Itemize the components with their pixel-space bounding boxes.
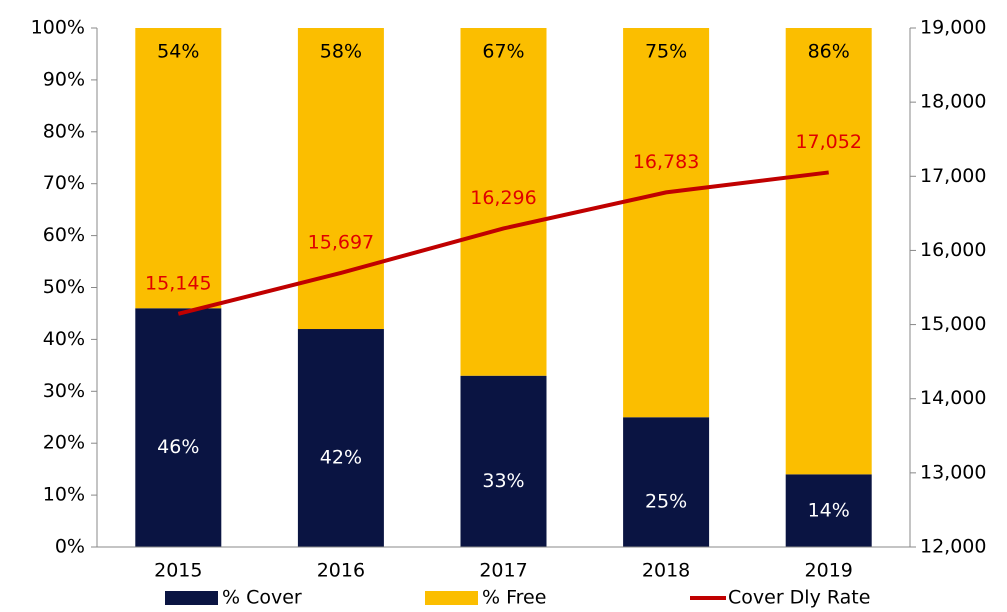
data-label: 54% (157, 41, 199, 63)
bar-segment (460, 375, 547, 547)
data-label: 46% (157, 436, 199, 458)
bar-segment (785, 28, 872, 475)
x-tick-label: 2019 (805, 560, 853, 582)
y-tick-label: 80% (43, 120, 85, 142)
data-label: 25% (645, 491, 687, 513)
y2-tick-label: 13,000 (920, 461, 986, 483)
y-tick-label: 100% (31, 17, 85, 39)
y-tick-label: 60% (43, 224, 85, 246)
legend-label: Cover Dly Rate (728, 587, 870, 609)
data-label: 75% (645, 41, 687, 63)
bar-segment (135, 28, 222, 309)
data-label: 42% (320, 447, 362, 469)
bar-segment (135, 308, 222, 547)
y2-tick-label: 19,000 (920, 17, 986, 39)
y2-tick-label: 18,000 (920, 91, 986, 113)
bar-segment (623, 28, 710, 418)
bar-segment (297, 329, 384, 547)
x-tick-label: 2018 (642, 560, 690, 582)
bar-segment (460, 28, 547, 376)
y-tick-label: 20% (43, 432, 85, 454)
x-tick-label: 2017 (479, 560, 527, 582)
y-tick-label: 40% (43, 328, 85, 350)
data-label: 86% (808, 41, 850, 63)
data-label: 15,697 (308, 231, 374, 253)
data-label: 67% (482, 41, 524, 63)
data-label: 16,296 (470, 187, 536, 209)
y-tick-label: 10% (43, 484, 85, 506)
bar-segment (785, 474, 872, 547)
y2-tick-label: 14,000 (920, 387, 986, 409)
legend-swatch (425, 591, 478, 605)
data-label: 33% (482, 470, 524, 492)
data-label: 16,783 (633, 151, 699, 173)
line-series (177, 170, 829, 316)
legend-label: % Cover (222, 587, 302, 609)
y-tick-label: 0% (55, 536, 85, 558)
y2-tick-label: 12,000 (920, 536, 986, 558)
y-tick-label: 70% (43, 172, 85, 194)
bar-segment (297, 28, 384, 330)
y-tick-label: 50% (43, 276, 85, 298)
data-label: 17,052 (795, 131, 861, 153)
bar-segment (623, 417, 710, 547)
y2-tick-label: 16,000 (920, 239, 986, 261)
x-tick-label: 2015 (154, 560, 202, 582)
y2-tick-label: 17,000 (920, 165, 986, 187)
y-tick-label: 30% (43, 380, 85, 402)
data-label: 15,145 (145, 272, 211, 294)
data-label: 58% (320, 41, 362, 63)
legend-swatch (165, 591, 218, 605)
x-tick-label: 2016 (317, 560, 365, 582)
y2-tick-label: 15,000 (920, 313, 986, 335)
legend-label: % Free (482, 587, 546, 609)
data-label: 14% (808, 500, 850, 522)
y-tick-label: 90% (43, 68, 85, 90)
